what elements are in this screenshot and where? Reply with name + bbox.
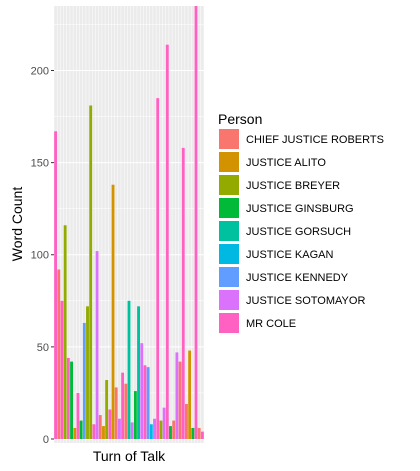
bar: [60, 300, 64, 439]
legend-swatch: [219, 175, 239, 195]
bar: [117, 418, 121, 439]
legend-label: JUSTICE BREYER: [246, 180, 340, 192]
bar: [102, 426, 105, 439]
bar: [181, 147, 185, 440]
bar: [114, 387, 118, 439]
bar: [172, 420, 176, 439]
bar: [191, 427, 195, 439]
bar: [127, 300, 131, 439]
bar: [89, 105, 93, 440]
y-tick-label: 150: [31, 158, 49, 170]
legend-swatch: [219, 244, 239, 264]
legend-label: JUSTICE SOTOMAYOR: [246, 295, 365, 307]
bar: [76, 392, 80, 439]
bar: [98, 415, 102, 439]
bar: [140, 343, 144, 439]
legend-swatch: [219, 290, 239, 310]
gridlines: [53, 6, 205, 443]
bars-group: [54, 6, 204, 440]
y-tick-label: 0: [43, 434, 49, 446]
legend-label: JUSTICE KENNEDY: [246, 272, 349, 284]
y-tick-label: 50: [37, 342, 49, 354]
bar: [63, 225, 67, 439]
bar: [130, 422, 134, 439]
y-axis: 0 50 100 150 200: [31, 65, 54, 446]
bar: [111, 184, 115, 439]
legend-label: JUSTICE GORSUCH: [246, 226, 351, 238]
bar: [200, 431, 204, 439]
bar: [162, 407, 166, 439]
legend-swatch: [219, 313, 239, 333]
bar: [153, 418, 156, 439]
bar: [178, 361, 182, 439]
bar: [133, 391, 137, 439]
legend: Person CHIEF JUSTICE ROBERTS JUSTICE ALIT…: [218, 111, 384, 333]
legend-label: JUSTICE ALITO: [246, 157, 326, 169]
y-tick-label: 200: [31, 65, 49, 77]
bar: [175, 352, 179, 439]
bar: [194, 6, 198, 439]
bar: [149, 424, 153, 439]
legend-swatch: [219, 129, 239, 149]
bar: [156, 98, 160, 440]
bar: [143, 365, 147, 439]
bar: [70, 361, 73, 439]
bar: [159, 420, 163, 439]
legend-label: CHIEF JUSTICE ROBERTS: [246, 134, 384, 146]
bar: [185, 403, 188, 439]
bar: [66, 357, 70, 439]
bar: [54, 131, 58, 439]
bar: [105, 380, 109, 439]
bar: [95, 251, 99, 439]
legend-swatch: [219, 221, 239, 241]
bar: [108, 409, 112, 439]
bar: [79, 420, 83, 439]
legend-label: JUSTICE KAGAN: [246, 249, 333, 261]
bar: [169, 426, 172, 439]
bar: [137, 306, 141, 439]
bar: [82, 322, 86, 439]
bar: [86, 306, 89, 439]
legend-swatch: [219, 198, 239, 218]
legend-label: JUSTICE GINSBURG: [246, 203, 354, 215]
y-axis-title: Word Count: [9, 187, 25, 262]
bar: [146, 367, 150, 439]
bar: [165, 44, 169, 440]
x-axis-title: Turn of Talk: [93, 448, 166, 464]
bar: [57, 269, 61, 439]
legend-swatch: [219, 267, 239, 287]
legend-title: Person: [218, 111, 262, 127]
y-tick-label: 100: [31, 250, 49, 262]
bar: [73, 427, 77, 439]
legend-swatch: [219, 152, 239, 172]
bar: [197, 427, 201, 439]
bar: [92, 424, 96, 439]
bar: [188, 350, 192, 439]
bar: [124, 383, 128, 439]
legend-label: MR COLE: [246, 318, 296, 330]
bar: [121, 372, 125, 439]
